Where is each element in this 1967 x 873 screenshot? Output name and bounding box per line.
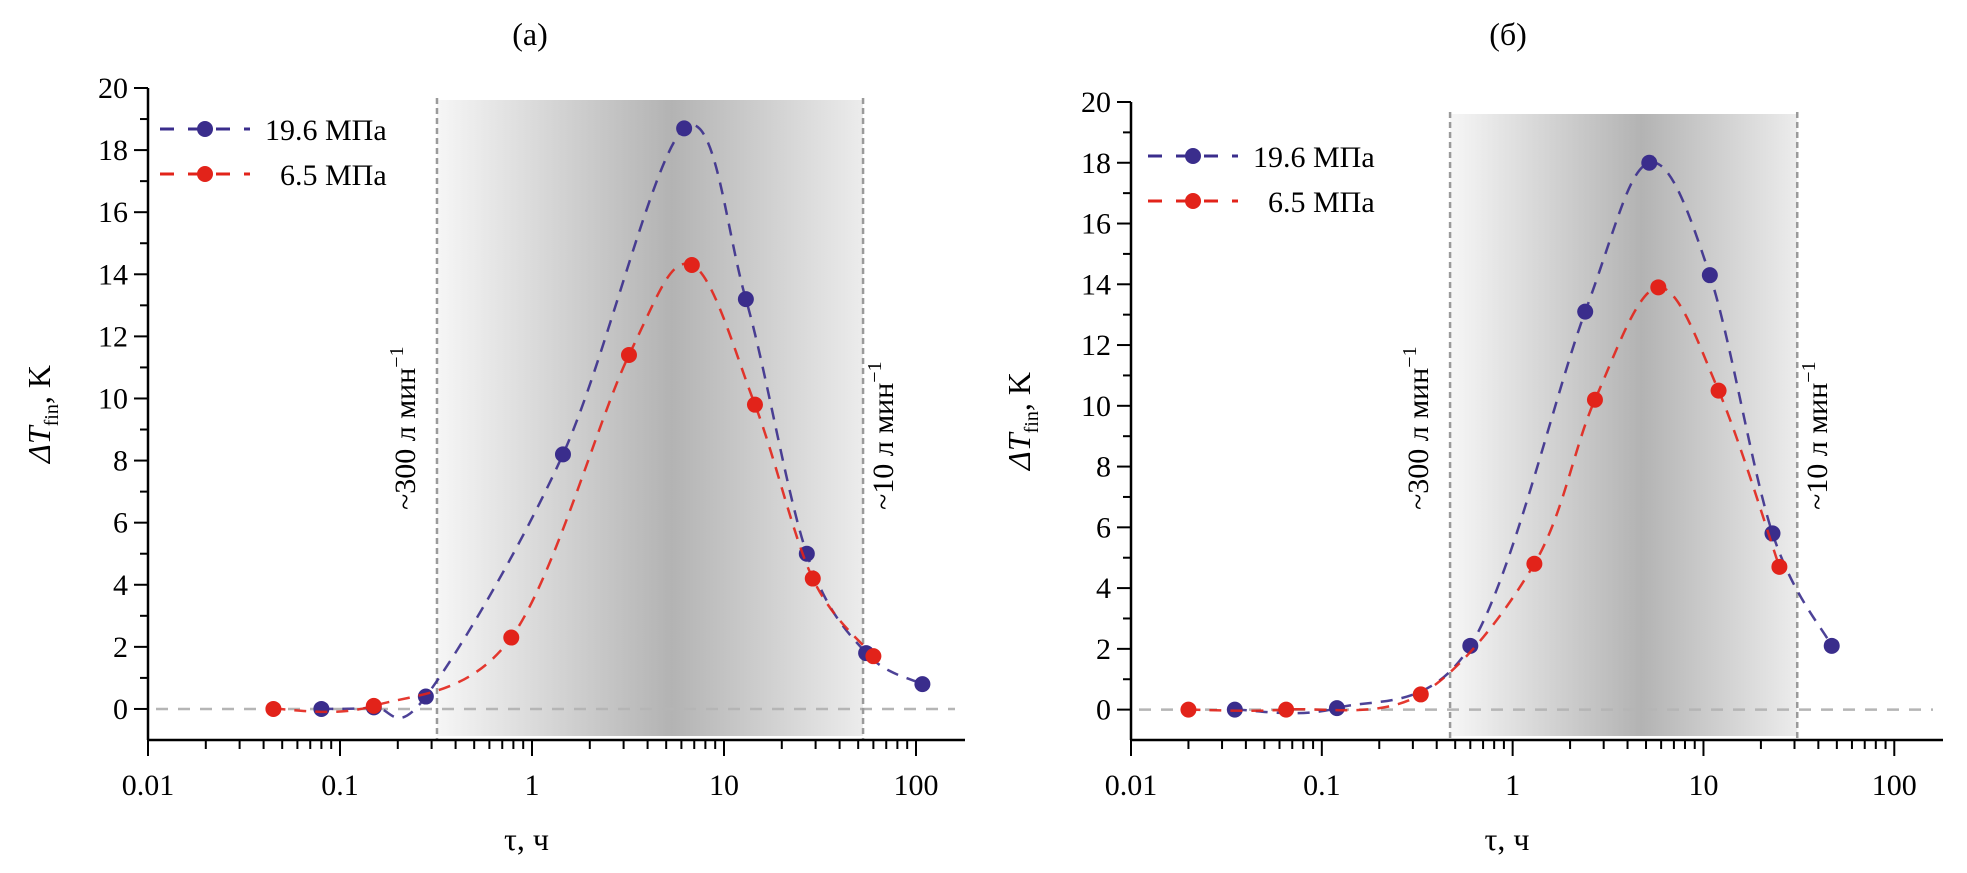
panel-a: ~300 л мин−1 ~10 л мин−1 0 2 4 6 8 10 12 14 16 18 20… <box>21 16 965 857</box>
y-axis-title-sub: fin <box>41 404 63 426</box>
legend-label: 6.5 МПа <box>280 159 387 192</box>
y-tick-label: 14 <box>98 258 128 291</box>
data-point <box>503 629 520 646</box>
y-tick-label: 18 <box>1081 147 1111 180</box>
y-tick-label: 0 <box>1096 694 1111 727</box>
y-tick-label: 0 <box>113 693 128 726</box>
flow-rate-annotation: ~300 л мин−1 <box>1399 346 1435 510</box>
y-tick-label: 2 <box>1096 633 1111 666</box>
data-point <box>1577 303 1594 320</box>
y-axis-title-main: ΔT <box>1001 431 1037 472</box>
y-axis-title-main: ΔT <box>21 424 57 465</box>
series-line-1 <box>1188 286 1781 712</box>
y-tick-label: 8 <box>1096 451 1111 484</box>
data-point <box>1641 154 1658 171</box>
data-point <box>1180 701 1197 718</box>
data-point <box>1823 637 1840 654</box>
data-point <box>804 570 821 587</box>
y-tick-label: 16 <box>98 196 128 229</box>
data-point <box>365 697 382 714</box>
legend-marker <box>197 166 213 182</box>
data-point <box>265 700 282 717</box>
data-point <box>746 396 763 413</box>
y-tick-label: 10 <box>1081 390 1111 423</box>
y-axis-title-unit: , K <box>1001 372 1037 411</box>
x-tick-label: 0.1 <box>321 769 359 802</box>
data-point <box>1328 700 1345 717</box>
y-tick-label: 12 <box>98 320 128 353</box>
y-tick-label: 6 <box>113 507 128 540</box>
legend-marker <box>197 121 213 137</box>
shaded-region <box>1450 114 1798 736</box>
data-point <box>1412 686 1429 703</box>
annotation-superscript: −1 <box>864 361 886 382</box>
legend-marker <box>1185 148 1201 164</box>
y-tick-label: 4 <box>113 569 128 602</box>
x-axis-title: τ, ч <box>1485 821 1530 857</box>
y-tick-label: 16 <box>1081 208 1111 241</box>
data-point <box>1701 267 1718 284</box>
data-point <box>1526 555 1543 572</box>
legend-label: 19.6 МПа <box>265 114 387 147</box>
y-tick-label: 8 <box>113 445 128 478</box>
y-axis-title-sub: fin <box>1021 411 1043 433</box>
shaded-region <box>436 100 864 736</box>
x-tick-label: 1 <box>1505 769 1520 802</box>
data-point <box>676 120 693 137</box>
y-tick-label: 2 <box>113 631 128 664</box>
x-tick-label: 0.01 <box>122 769 175 802</box>
y-axis-title: ΔTfin, K <box>21 365 63 465</box>
x-tick-label: 0.1 <box>1303 769 1341 802</box>
data-point <box>683 256 700 273</box>
x-tick-label: 100 <box>893 769 938 802</box>
data-point <box>620 347 637 364</box>
flow-rate-annotation: ~10 л мин−1 <box>1798 361 1834 510</box>
y-tick-label: 4 <box>1096 572 1111 605</box>
series-line-1 <box>273 262 875 714</box>
legend-label: 19.6 МПа <box>1253 141 1375 174</box>
x-tick-label: 10 <box>1688 769 1718 802</box>
data-point <box>1710 382 1727 399</box>
x-tick-label: 0.01 <box>1105 769 1158 802</box>
y-tick-label: 10 <box>98 382 128 415</box>
data-point <box>1650 279 1667 296</box>
y-tick-label: 18 <box>98 134 128 167</box>
y-tick-label: 12 <box>1081 329 1111 362</box>
data-point <box>554 446 571 463</box>
flow-rate-annotation: ~10 л мин−1 <box>864 361 900 510</box>
panel-title: (б) <box>1489 16 1527 52</box>
annotation-superscript: −1 <box>386 346 408 367</box>
data-point <box>417 688 434 705</box>
y-axis-title-unit: , K <box>21 365 57 404</box>
data-point <box>313 700 330 717</box>
y-tick-label: 6 <box>1096 511 1111 544</box>
data-point <box>1586 391 1603 408</box>
data-point <box>737 291 754 308</box>
y-tick-label: 20 <box>1081 86 1111 119</box>
panel-b: ~300 л мин−1 ~10 л мин−1 0 2 4 6 8 10 12 14 16 18 20… <box>1001 16 1943 857</box>
series-line-0 <box>1234 161 1833 715</box>
legend-marker <box>1185 193 1201 209</box>
x-tick-label: 1 <box>524 769 539 802</box>
data-point <box>865 648 882 665</box>
y-tick-label: 14 <box>1081 268 1111 301</box>
flow-rate-annotation: ~300 л мин−1 <box>386 346 422 510</box>
annotation-superscript: −1 <box>1399 346 1421 367</box>
x-tick-label: 100 <box>1872 769 1917 802</box>
data-point <box>1278 701 1295 718</box>
annotation-superscript: −1 <box>1798 361 1820 382</box>
data-point <box>914 676 931 693</box>
data-point <box>1771 558 1788 575</box>
y-tick-label: 20 <box>98 72 128 105</box>
y-axis-title: ΔTfin, K <box>1001 372 1043 472</box>
data-point <box>1462 637 1479 654</box>
x-tick-label: 10 <box>709 769 739 802</box>
x-axis-title: τ, ч <box>504 821 549 857</box>
legend-label: 6.5 МПа <box>1268 186 1375 219</box>
data-point <box>1764 525 1781 542</box>
panel-title: (a) <box>512 16 548 52</box>
